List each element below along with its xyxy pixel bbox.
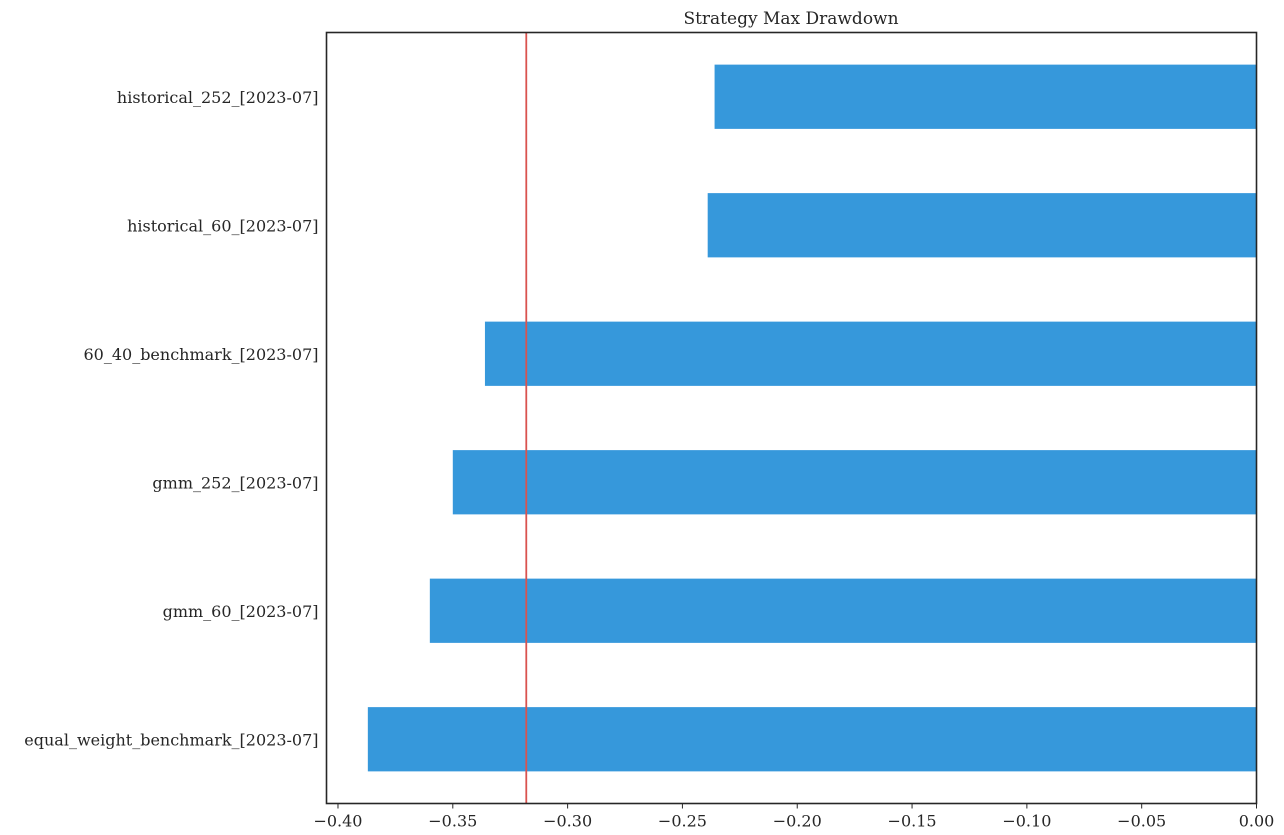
bar-2 — [707, 193, 1257, 258]
plot-frame — [325, 31, 1258, 805]
bar-3 — [484, 321, 1257, 386]
y-tick-label-6: equal_weight_benchmark_[2023-07] — [24, 730, 318, 749]
x-tick-label-5: −0.20 — [773, 812, 822, 831]
x-tick-label-8: −0.05 — [1117, 812, 1166, 831]
y-tick-labels: historical_252_[2023-07] historical_60_[2… — [24, 88, 318, 750]
x-ticks: −0.40 −0.35 −0.30 −0.25 −0.20 −0.15 −0.10 −0.05… — [313, 803, 1275, 831]
chart-title: Strategy Max Drawdown — [683, 9, 898, 29]
bar-1 — [714, 64, 1257, 129]
x-tick-label-1: −0.40 — [313, 812, 362, 831]
x-tick-label-3: −0.30 — [543, 812, 592, 831]
x-tick-label-4: −0.25 — [658, 812, 707, 831]
bar-6 — [367, 707, 1257, 772]
x-tick-label-6: −0.15 — [888, 812, 937, 831]
y-tick-label-3: 60_40_benchmark_[2023-07] — [83, 345, 318, 364]
y-tick-label-2: historical_60_[2023-07] — [127, 216, 318, 235]
x-tick-label-9: 0.00 — [1239, 812, 1275, 831]
bars-group — [367, 64, 1257, 772]
bar-5 — [429, 578, 1257, 643]
y-tick-label-4: gmm_252_[2023-07] — [152, 473, 318, 492]
x-tick-label-2: −0.35 — [428, 812, 477, 831]
y-tick-label-1: historical_252_[2023-07] — [117, 88, 319, 107]
bar-4 — [452, 450, 1257, 515]
x-tick-label-7: −0.10 — [1002, 812, 1051, 831]
y-tick-label-5: gmm_60_[2023-07] — [163, 602, 319, 621]
